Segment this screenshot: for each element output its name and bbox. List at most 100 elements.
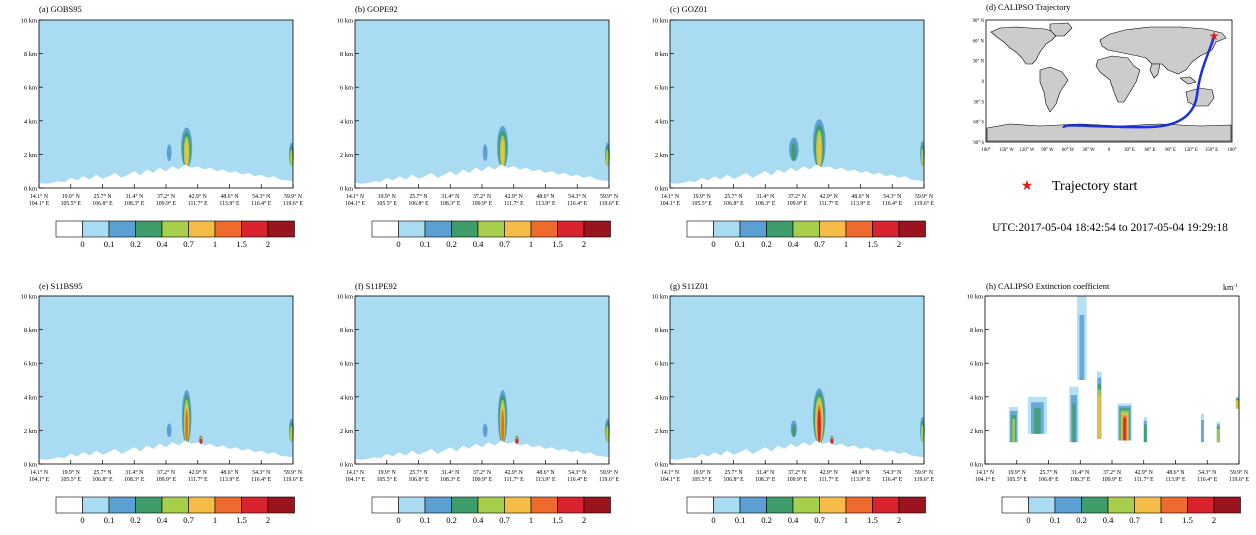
cloud-feature (789, 137, 799, 162)
x-tick-label-lon: 113.9° E (219, 200, 240, 207)
x-tick-label-lat: 25.7° N (93, 193, 112, 200)
colorbar-label: 1.5 (552, 515, 563, 525)
map-lat-label: 90° S (973, 141, 984, 146)
x-tick-label-lon: 119.6° E (283, 200, 304, 207)
colorbar-swatch (792, 496, 820, 514)
cloud-level-0.4 (605, 149, 609, 167)
continent-australia (1185, 87, 1215, 107)
colorbar-label: 1 (213, 515, 217, 525)
y-tick-label: 6 km (340, 85, 353, 92)
colorbar-swatch (108, 496, 136, 514)
map-lon-label: 60° E (1145, 148, 1156, 153)
y-tick-label: 6 km (24, 361, 37, 368)
y-tick-label: 4 km (655, 394, 668, 401)
x-tick-label-lon: 108.3° E (440, 476, 461, 483)
colorbar-label: 0.4 (473, 515, 484, 525)
cloud-feature (812, 388, 826, 444)
cloud-level-0.4 (920, 148, 924, 167)
plot-background (670, 296, 924, 464)
x-tick-label-lon: 104.1° E (345, 476, 366, 483)
x-tick-label-lon: 119.6° E (914, 476, 935, 483)
x-tick-label-lon: 113.9° E (1165, 476, 1186, 483)
colorbar-swatch (241, 496, 269, 514)
x-tick-label-lat: 31.4° N (756, 469, 775, 476)
x-tick-label-lat: 59.9° N (284, 469, 303, 476)
colorbar-swatch (872, 220, 900, 238)
x-tick-label-lat: 25.7° N (409, 469, 428, 476)
cloud-feature (199, 435, 203, 444)
x-tick-label-lon: 106.8° E (92, 200, 113, 207)
colorbar-label: 0 (396, 239, 400, 249)
cloud-feature (497, 125, 509, 168)
cloud-level-1 (185, 409, 189, 444)
y-tick-label: 0 km (24, 462, 37, 469)
colorbar-swatch (557, 496, 585, 514)
y-tick-label: 6 km (655, 85, 668, 92)
cloud-level-0.4 (1012, 418, 1016, 443)
colorbar-label: 0.1 (104, 239, 115, 249)
y-tick-label: 8 km (24, 51, 37, 58)
panel-b: (b) GOPE92 0 km 2 km 4 km 6 km 8 km 10 km 14.1°… (337, 4, 620, 249)
colorbar: 0 0.1 0.2 0.4 0.7 1 1.5 2 (55, 496, 295, 525)
colorbar-label: 0.4 (788, 515, 799, 525)
y-tick-label: 2 km (24, 428, 37, 435)
colorbar-swatch (267, 496, 295, 514)
panel-title: (f) S11PE92 (355, 281, 397, 291)
y-tick-label: 4 km (970, 394, 983, 401)
colorbar-label: 2 (266, 515, 270, 525)
x-tick-label-lon: 116.4° E (882, 200, 903, 207)
continent-antarctica (986, 123, 1232, 142)
x-tick-label-lon: 105.5° E (692, 476, 713, 483)
terrain-mask (985, 440, 1239, 464)
cloud-level-0.4 (289, 425, 293, 443)
y-tick-label: 0 km (655, 462, 668, 469)
cloud-level-0.2 (1034, 407, 1041, 434)
cloud-feature (1096, 371, 1102, 439)
x-tick-label-lat: 37.2° N (473, 469, 492, 476)
map-lon-label: 120° W (1020, 148, 1035, 153)
colorbar-swatch (188, 496, 216, 514)
x-tick-label-lon: 119.6° E (914, 200, 935, 207)
colorbar-label: 0.4 (157, 515, 168, 525)
colorbar-label: 0.7 (183, 239, 194, 249)
cloud-feature (812, 119, 826, 168)
map-lon-label: 90° W (1041, 148, 1054, 153)
terrain-mask (39, 440, 293, 464)
colorbar: 0 0.1 0.2 0.4 0.7 1 1.5 2 (55, 220, 295, 249)
colorbar-swatch (872, 496, 900, 514)
colorbar-label: 0.7 (183, 515, 194, 525)
colorbar-swatch (214, 220, 242, 238)
terrain-mask (355, 440, 609, 464)
colorbar-swatch (82, 220, 110, 238)
panel-f: (f) S11PE92 0 km 2 km 4 km 6 km 8 km 10 km 14.1… (337, 281, 620, 525)
x-tick-label-lat: 25.7° N (724, 193, 743, 200)
y-tick-label: 0 km (340, 462, 353, 469)
colorbar-swatch (766, 496, 794, 514)
cloud-level-0.4 (605, 425, 609, 443)
y-tick-label: 0 km (24, 186, 37, 193)
cloud-feature (181, 390, 192, 444)
colorbar-label: 0.2 (130, 239, 141, 249)
colorbar-swatch (713, 496, 741, 514)
plot-background (985, 296, 1239, 464)
colorbar-swatch (477, 220, 505, 238)
x-tick-label-lat: 48.6° N (536, 193, 555, 200)
colorbar-label: 0.2 (1076, 515, 1087, 525)
cloud-feature (1200, 413, 1205, 443)
plot-background (355, 296, 609, 464)
colorbar-swatch (1107, 496, 1135, 514)
colorbar-swatch (530, 496, 558, 514)
cloud-feature (1027, 396, 1047, 434)
map-lat-label: 60° N (973, 39, 985, 44)
colorbar-label: 0.4 (1103, 515, 1114, 525)
colorbar-swatch (267, 220, 295, 238)
colorbar-label: 1 (844, 239, 848, 249)
colorbar-label: 2 (266, 239, 270, 249)
colorbar: 0 0.1 0.2 0.4 0.7 1 1.5 2 (371, 496, 611, 525)
colorbar: 0 0.1 0.2 0.4 0.7 1 1.5 2 (686, 220, 926, 249)
cloud-feature (1008, 406, 1019, 443)
x-tick-label-lat: 48.6° N (1166, 469, 1185, 476)
map-lat-labels: 90° N 60° N 30° N 0 30° S 60° S 90° S (973, 19, 985, 146)
map-lon-label: 30° E (1124, 148, 1135, 153)
x-tick-label-lon: 108.3° E (124, 476, 145, 483)
